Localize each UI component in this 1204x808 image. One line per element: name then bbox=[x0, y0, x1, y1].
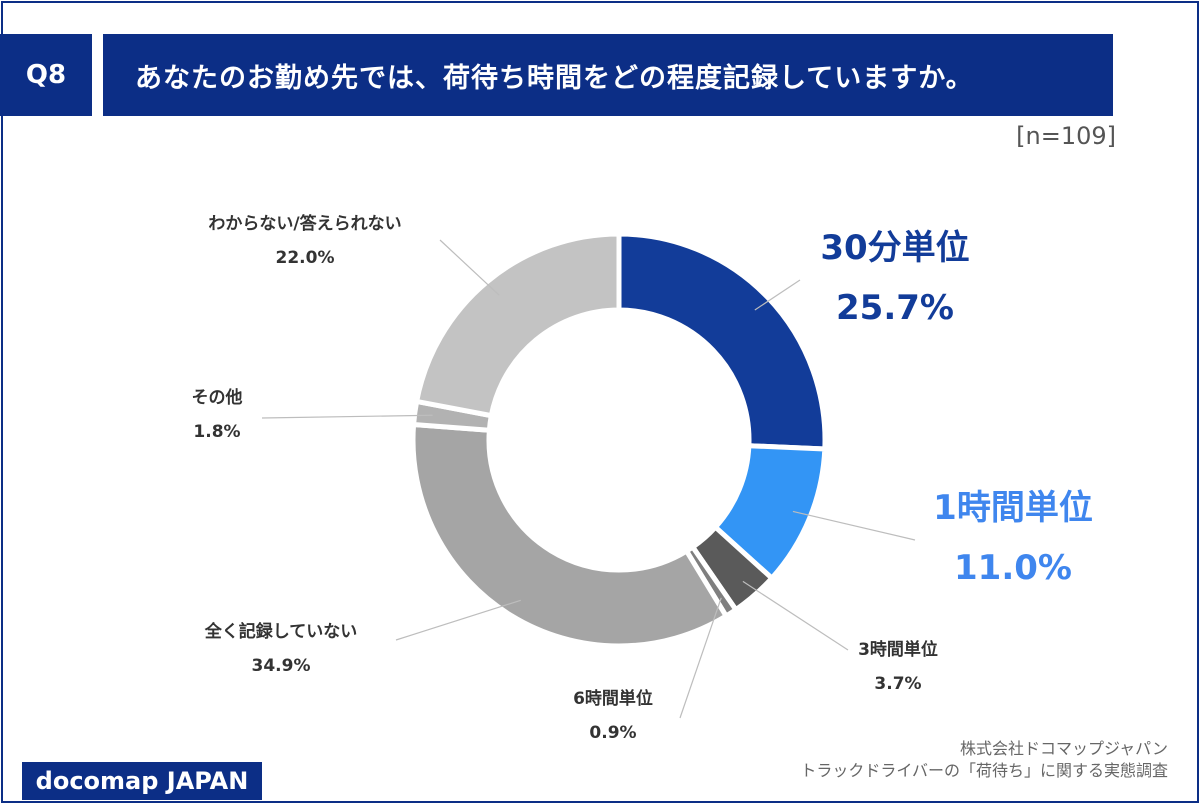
label-1h-pct: 11.0% bbox=[954, 548, 1072, 588]
label-30min-name: 30分単位 bbox=[820, 228, 970, 268]
label-30min-pct: 25.7% bbox=[836, 288, 954, 328]
question-title: あなたのお勤め先では、荷待ち時間をどの程度記録していますか。 bbox=[103, 34, 1113, 116]
label-unknown: わからない/答えられない 22.0% bbox=[208, 215, 401, 267]
source-survey: トラックドライバーの「荷待ち」に関する実態調査 bbox=[800, 761, 1168, 780]
label-3h: 3時間単位 3.7% bbox=[858, 641, 938, 693]
sample-size: [n=109] bbox=[1016, 122, 1116, 150]
label-other-pct: 1.8% bbox=[193, 422, 241, 442]
label-6h-pct: 0.9% bbox=[589, 723, 637, 743]
slice-other-leader-line bbox=[261, 414, 433, 419]
label-none-name: 全く記録していない bbox=[204, 622, 358, 642]
label-3h-name: 3時間単位 bbox=[858, 640, 938, 660]
docomap-logo: docomap JAPAN bbox=[22, 762, 262, 800]
label-none: 全く記録していない 34.9% bbox=[205, 623, 358, 675]
question-number-badge: Q8 bbox=[0, 34, 92, 116]
label-30min: 30分単位 25.7% bbox=[820, 228, 969, 328]
label-1h: 1時間単位 11.0% bbox=[933, 488, 1093, 588]
slice-unknown bbox=[414, 231, 622, 419]
slice-6h-leader-line bbox=[679, 597, 722, 719]
slice-unknown-leader-line bbox=[439, 239, 500, 296]
slice-30min bbox=[616, 231, 828, 452]
label-6h: 6時間単位 0.9% bbox=[573, 690, 653, 742]
slice-none-leader-line bbox=[395, 599, 521, 641]
label-3h-pct: 3.7% bbox=[874, 674, 922, 694]
label-unknown-pct: 22.0% bbox=[275, 248, 335, 268]
label-other-name: その他 bbox=[191, 388, 243, 408]
label-unknown-name: わからない/答えられない bbox=[208, 214, 402, 234]
label-6h-name: 6時間単位 bbox=[573, 689, 653, 709]
source-note: 株式会社ドコマップジャパン トラックドライバーの「荷待ち」に関する実態調査 bbox=[800, 738, 1168, 782]
label-other: その他 1.8% bbox=[192, 389, 243, 441]
label-none-pct: 34.9% bbox=[251, 656, 311, 676]
slice-none bbox=[410, 421, 729, 649]
slice-30min-leader-line bbox=[754, 279, 801, 311]
slice-3h-leader-line bbox=[742, 580, 849, 651]
slice-1h-leader-line bbox=[792, 510, 916, 541]
source-company: 株式会社ドコマップジャパン bbox=[959, 739, 1168, 758]
label-1h-name: 1時間単位 bbox=[933, 488, 1093, 528]
